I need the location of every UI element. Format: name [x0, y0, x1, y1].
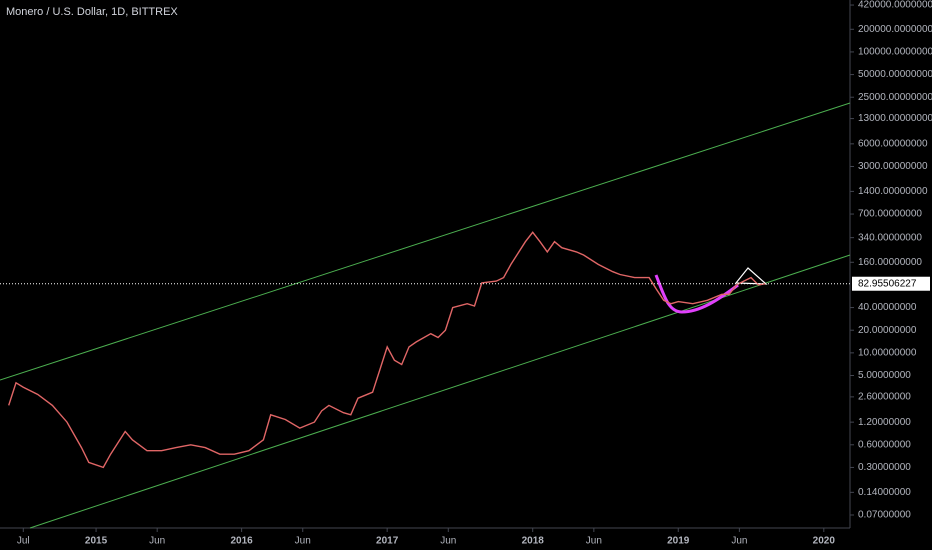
y-tick-label: 40.00000000 — [858, 302, 917, 313]
y-tick-label: 100000.00000000 — [858, 47, 932, 58]
x-tick-label: 2016 — [230, 536, 253, 547]
y-tick-label: 420000.00000000 — [858, 0, 932, 11]
drawn-triangle — [734, 267, 768, 285]
y-tick-label: 0.60000000 — [858, 439, 911, 450]
y-tick-label: 0.14000000 — [858, 487, 911, 498]
y-tick-label: 50000.00000000 — [858, 69, 932, 80]
x-tick-label: Jul — [17, 536, 30, 547]
y-tick-label: 10.00000000 — [858, 348, 917, 359]
x-tick-label: Jun — [149, 536, 165, 547]
price-line — [8, 231, 766, 469]
x-tick-label: 2017 — [376, 536, 399, 547]
x-tick-label: Jun — [731, 536, 747, 547]
x-tick-label: Jun — [440, 536, 456, 547]
y-tick-label: 1400.00000000 — [858, 186, 928, 197]
last-price-box — [852, 276, 930, 291]
y-tick-label: 3000.00000000 — [858, 161, 928, 172]
x-tick-label: Jun — [295, 536, 311, 547]
x-tick-label: 2020 — [813, 536, 836, 547]
y-tick-label: 6000.00000000 — [858, 138, 928, 149]
x-tick-label: 2015 — [85, 536, 108, 547]
y-tick-label: 700.00000000 — [858, 209, 922, 220]
y-tick-label: 20.00000000 — [858, 325, 917, 336]
y-tick-label: 0.07000000 — [858, 510, 911, 521]
chart-title: Monero / U.S. Dollar, 1D, BITTREX — [6, 6, 178, 18]
y-tick-label: 1.20000000 — [858, 417, 911, 428]
last-price-label: 82.95506227 — [858, 278, 917, 289]
x-tick-label: Jun — [586, 536, 602, 547]
y-tick-label: 25000.00000000 — [858, 92, 932, 103]
y-tick-label: 13000.00000000 — [858, 113, 932, 124]
y-tick-label: 2.60000000 — [858, 392, 911, 403]
x-tick-label: 2019 — [667, 536, 690, 547]
y-tick-label: 160.00000000 — [858, 257, 922, 268]
y-tick-label: 0.30000000 — [858, 462, 911, 473]
drawn-curve — [654, 274, 739, 314]
channel-upper — [0, 102, 851, 381]
x-tick-label: 2018 — [522, 536, 545, 547]
y-tick-label: 5.00000000 — [858, 370, 911, 381]
y-tick-label: 340.00000000 — [858, 232, 922, 243]
y-tick-label: 200000.00000000 — [858, 24, 932, 35]
